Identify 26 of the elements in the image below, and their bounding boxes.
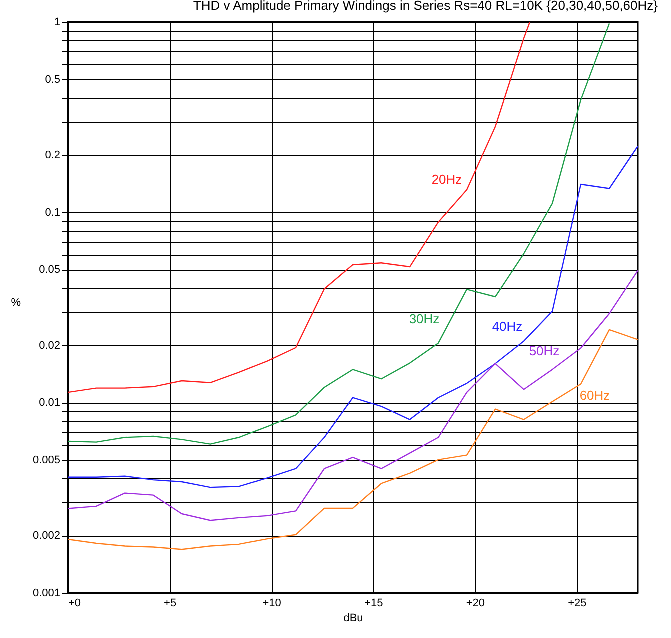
y-tick-label: 0.05 [39, 264, 60, 276]
y-tick-label: 0.5 [45, 74, 60, 86]
y-axis-title: % [11, 297, 22, 309]
chart-title: THD v Amplitude Primary Windings in Series Rs=40 RL=10K {20,30,40,50,60Hz} [193, 0, 659, 13]
series-label: 40Hz [492, 318, 523, 334]
x-tick-label: +0 [68, 598, 82, 610]
x-axis-title: dBu [344, 612, 364, 624]
line-series [68, 22, 531, 394]
series-label: 20Hz [432, 172, 462, 188]
series-label: 60Hz [580, 388, 610, 404]
series-label: 30Hz [409, 311, 440, 326]
y-tick-label: 0.1 [45, 206, 60, 219]
x-tick-label: +15 [364, 598, 384, 610]
y-tick-label: 0.005 [32, 454, 60, 466]
x-tick-label: +25 [568, 598, 587, 610]
y-tick-label: 0.02 [39, 340, 60, 352]
x-tick-label: +10 [262, 598, 282, 610]
y-tick-label: 1 [54, 16, 60, 28]
line-series [68, 23, 610, 445]
y-tick-label: 0.2 [45, 150, 60, 162]
y-tick-label: 0.01 [39, 397, 60, 410]
x-tick-label: +5 [164, 598, 177, 610]
series-label: 50Hz [529, 344, 560, 359]
y-tick-label: 0.001 [32, 588, 60, 600]
y-tick-label: 0.002 [32, 530, 60, 542]
x-tick-label: +20 [466, 598, 485, 610]
